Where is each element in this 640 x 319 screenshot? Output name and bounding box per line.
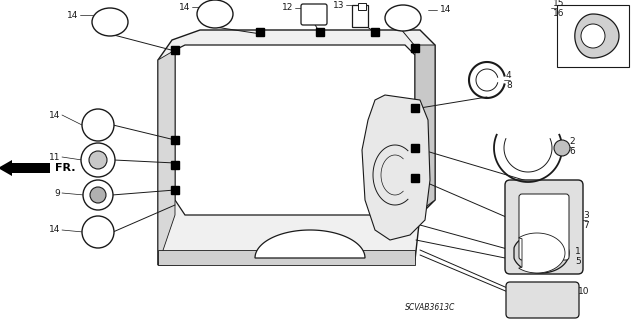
Ellipse shape [92, 8, 128, 36]
Polygon shape [175, 45, 415, 215]
Text: 14: 14 [49, 110, 60, 120]
Text: 14: 14 [67, 11, 78, 19]
Ellipse shape [197, 0, 233, 28]
Text: FR.: FR. [55, 163, 76, 173]
FancyBboxPatch shape [506, 282, 579, 318]
Circle shape [90, 187, 106, 203]
FancyBboxPatch shape [519, 194, 569, 260]
Text: 12: 12 [282, 4, 293, 12]
Text: 13: 13 [333, 1, 344, 10]
Polygon shape [575, 14, 619, 58]
Text: 9: 9 [54, 189, 60, 197]
Circle shape [89, 151, 107, 169]
Text: SCVAB3613C: SCVAB3613C [405, 303, 455, 313]
FancyBboxPatch shape [505, 180, 583, 274]
Text: 10: 10 [578, 286, 589, 295]
Polygon shape [362, 95, 430, 240]
Polygon shape [158, 250, 415, 265]
Text: 6: 6 [569, 147, 575, 157]
Text: 4: 4 [506, 70, 511, 79]
Text: 11: 11 [49, 152, 60, 161]
Bar [171, 136, 179, 144]
Circle shape [83, 180, 113, 210]
Text: 2: 2 [569, 137, 575, 146]
Circle shape [81, 143, 115, 177]
Text: 14: 14 [179, 3, 190, 11]
Text: 3: 3 [583, 211, 589, 219]
Bar [171, 161, 179, 169]
FancyArrow shape [0, 160, 50, 176]
Circle shape [82, 216, 114, 248]
Polygon shape [158, 50, 175, 265]
Polygon shape [255, 230, 365, 258]
Polygon shape [158, 30, 435, 265]
Polygon shape [514, 233, 569, 273]
Ellipse shape [385, 5, 421, 31]
Bar [411, 104, 419, 112]
Bar [411, 174, 419, 182]
Bar [352, 5, 368, 27]
Bar [411, 44, 419, 52]
Text: 5: 5 [575, 257, 580, 266]
Text: 1: 1 [575, 248, 580, 256]
Circle shape [82, 109, 114, 141]
Bar [358, 3, 366, 10]
Bar [371, 28, 379, 36]
Polygon shape [518, 233, 565, 273]
Text: 14: 14 [440, 5, 451, 14]
Text: 16: 16 [553, 9, 564, 18]
Text: 15: 15 [553, 0, 564, 8]
Bar [316, 28, 324, 36]
Bar [171, 46, 179, 54]
Text: 14: 14 [49, 226, 60, 234]
FancyBboxPatch shape [301, 4, 327, 25]
Bar [411, 144, 419, 152]
Text: 8: 8 [506, 80, 512, 90]
Bar [557, 5, 629, 67]
Bar [256, 28, 264, 36]
Circle shape [554, 140, 570, 156]
Polygon shape [415, 45, 435, 215]
Text: 7: 7 [583, 220, 589, 229]
Circle shape [581, 24, 605, 48]
Bar [171, 186, 179, 194]
